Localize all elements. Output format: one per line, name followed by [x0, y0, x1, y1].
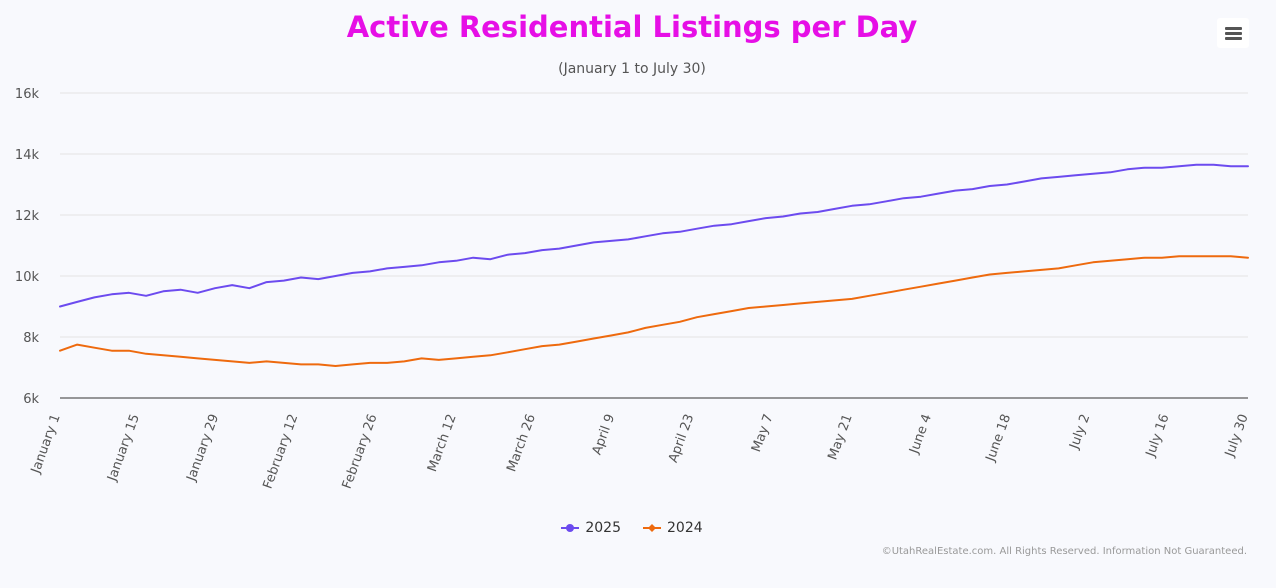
x-tick-label: January 15	[105, 412, 143, 484]
chart-legend: 2025 2024	[0, 520, 1264, 536]
legend-item-2024[interactable]: 2024	[643, 520, 703, 536]
x-tick-label: July 2	[1067, 412, 1094, 452]
legend-label-2025: 2025	[585, 520, 621, 536]
x-tick-label: April 9	[590, 412, 619, 457]
y-tick-label: 8k	[23, 331, 39, 346]
credits-text: ©UtahRealEstate.com. All Rights Reserved…	[881, 546, 1247, 557]
x-tick-label: June 4	[907, 412, 935, 456]
y-tick-label: 16k	[15, 87, 40, 102]
x-tick-label: July 16	[1143, 412, 1173, 459]
x-tick-label: February 26	[340, 412, 381, 491]
legend-marker-2025	[561, 524, 580, 532]
y-tick-label: 6k	[23, 392, 39, 407]
series-line-2024	[59, 255, 1249, 367]
y-tick-label: 14k	[15, 148, 40, 163]
x-tick-label: January 29	[184, 412, 222, 484]
legend-label-2024: 2024	[667, 520, 703, 536]
legend-marker-2024	[643, 524, 661, 532]
x-tick-label: May 7	[749, 412, 777, 454]
x-tick-label: May 21	[825, 412, 855, 462]
x-tick-label: March 26	[504, 412, 539, 474]
legend-item-2025[interactable]: 2025	[561, 520, 621, 536]
y-tick-label: 12k	[15, 209, 40, 224]
x-tick-label: January 1	[28, 412, 64, 476]
x-tick-label: April 23	[666, 412, 697, 464]
x-tick-label: July 30	[1222, 412, 1252, 459]
chart-subtitle: (January 1 to July 30)	[558, 61, 706, 77]
chart-title: Active Residential Listings per Day	[346, 10, 918, 44]
x-tick-label: March 12	[425, 412, 460, 474]
x-tick-label: February 12	[260, 412, 301, 491]
chart-menu-button[interactable]	[1217, 18, 1249, 48]
y-tick-label: 10k	[15, 270, 40, 285]
x-tick-label: June 18	[983, 412, 1014, 464]
series-line-2025	[59, 163, 1249, 308]
